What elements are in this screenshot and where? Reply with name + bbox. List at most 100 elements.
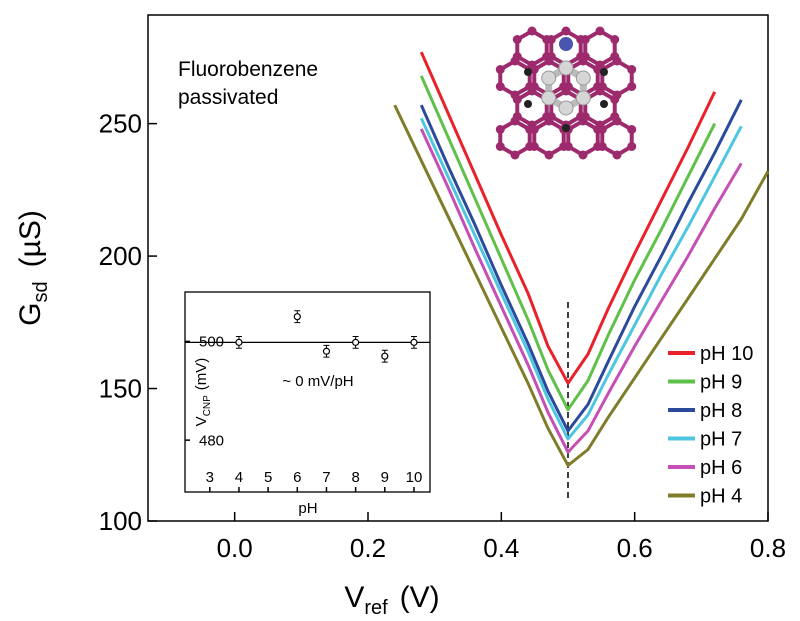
legend-label: pH 8 [700,400,742,422]
data-line [419,99,743,433]
graphene-atom [495,142,505,151]
graphene-atom [495,82,505,91]
graphene-ring [600,58,634,98]
graphene-atom [595,86,605,96]
y-axis-label-main: G [14,303,47,326]
graphene-atom [544,56,554,66]
inset-annotation: ~ 0 mV/pH [282,373,353,390]
graphene-ring [532,118,566,158]
x-tick-label: 0.8 [750,533,786,563]
y-tick-label: 250 [99,109,142,139]
y-tick-label: 480 [199,432,224,449]
hydrogen-atom [600,100,608,108]
x-tick-label: 9 [381,469,389,486]
graphene-atom [527,26,537,36]
legend-label: pH 10 [700,343,753,365]
graphene-atom [610,35,620,44]
x-axis-label-sub: ref [364,597,388,619]
data-line [419,51,717,385]
graphene-atom [512,35,522,44]
data-point [235,338,243,346]
x-tick-label: 4 [235,469,243,486]
graphene-atom [561,26,571,36]
graphene-atom [512,95,522,104]
data-line [419,128,743,454]
graphene-atom [527,86,537,96]
x-tick-label: 0.4 [483,533,519,563]
graphene-atom [510,150,520,160]
inset-y-axis-label-sub: CNP [202,395,213,416]
graphene-atom [561,86,571,96]
plot-frame [147,14,769,522]
graphene-atom [578,56,588,66]
graphene-atom [510,116,520,126]
graphene-atom [563,142,573,151]
legend-label: pH 7 [700,429,742,451]
graphene-atom [578,150,588,160]
graphene-atom [610,95,620,104]
graphene-ring [498,58,532,98]
benzene-atom [541,70,557,86]
y-axis-label-sub: sd [30,281,52,302]
graphene-atom [612,56,622,66]
x-tick-label: 0.6 [617,533,653,563]
graphene-atom [627,65,637,74]
data-point [381,352,389,360]
annotation: passivated [178,86,278,109]
graphene-atom [510,56,520,66]
benzene-atom [558,100,574,116]
graphene-atom [627,82,637,91]
hydrogen-atom [524,100,532,108]
hydrogen-atom [524,68,532,76]
legend-label: pH 9 [700,372,742,394]
graphene-atom [627,125,637,134]
graphene-atom [544,150,554,160]
x-tick-label: 3 [206,469,214,486]
graphene-atom [627,142,637,151]
graphene-atom [595,26,605,36]
graphene-atom [612,116,622,126]
y-axis-label: Gsd (µS) [14,210,52,326]
legend-label: pH 4 [700,486,742,508]
inset-y-axis-label: VCNP (mV) [193,358,213,427]
data-line [419,117,743,441]
y-tick-label: 150 [99,374,142,404]
data-point [352,338,360,346]
hydrogen-atom [562,124,570,132]
graphene-atom [546,35,556,44]
graphene-atom [495,125,505,134]
benzene-atom [575,90,591,106]
data-point [293,313,301,321]
inset-y-axis-label-main: V [193,416,210,426]
graphene-ring [566,118,600,158]
x-tick-label: 5 [264,469,272,486]
y-tick-label: 200 [99,241,142,271]
data-line [393,104,770,467]
inset-frame [184,291,431,493]
x-tick-label: 0.2 [350,533,386,563]
x-tick-label: 0.0 [217,533,253,563]
graphene-atom [612,150,622,160]
x-axis-label-main: V [344,581,364,614]
x-axis-label-unit: (V) [400,581,440,614]
graphene-atom [597,142,607,151]
inset-x-axis-label: pH [298,500,317,517]
graphene-ring [583,28,617,68]
graphene-ring [600,118,634,158]
graphene-atom [597,125,607,134]
graphene-ring [515,28,549,68]
inset-y-axis-label-unit: (mV) [193,358,210,391]
graphene-atom [580,35,590,44]
annotation: Fluorobenzene [178,58,318,81]
benzene-atom [575,70,591,86]
benzene-atom [558,60,574,76]
graphene-atom [544,116,554,126]
data-line [419,75,717,412]
legend-label: pH 6 [700,457,742,479]
x-tick-label: 7 [322,469,330,486]
graphene-atom [495,65,505,74]
graphene-atom [529,65,539,74]
hydrogen-atom [600,68,608,76]
graphene-atom [578,116,588,126]
molecule-illustration [495,26,637,160]
